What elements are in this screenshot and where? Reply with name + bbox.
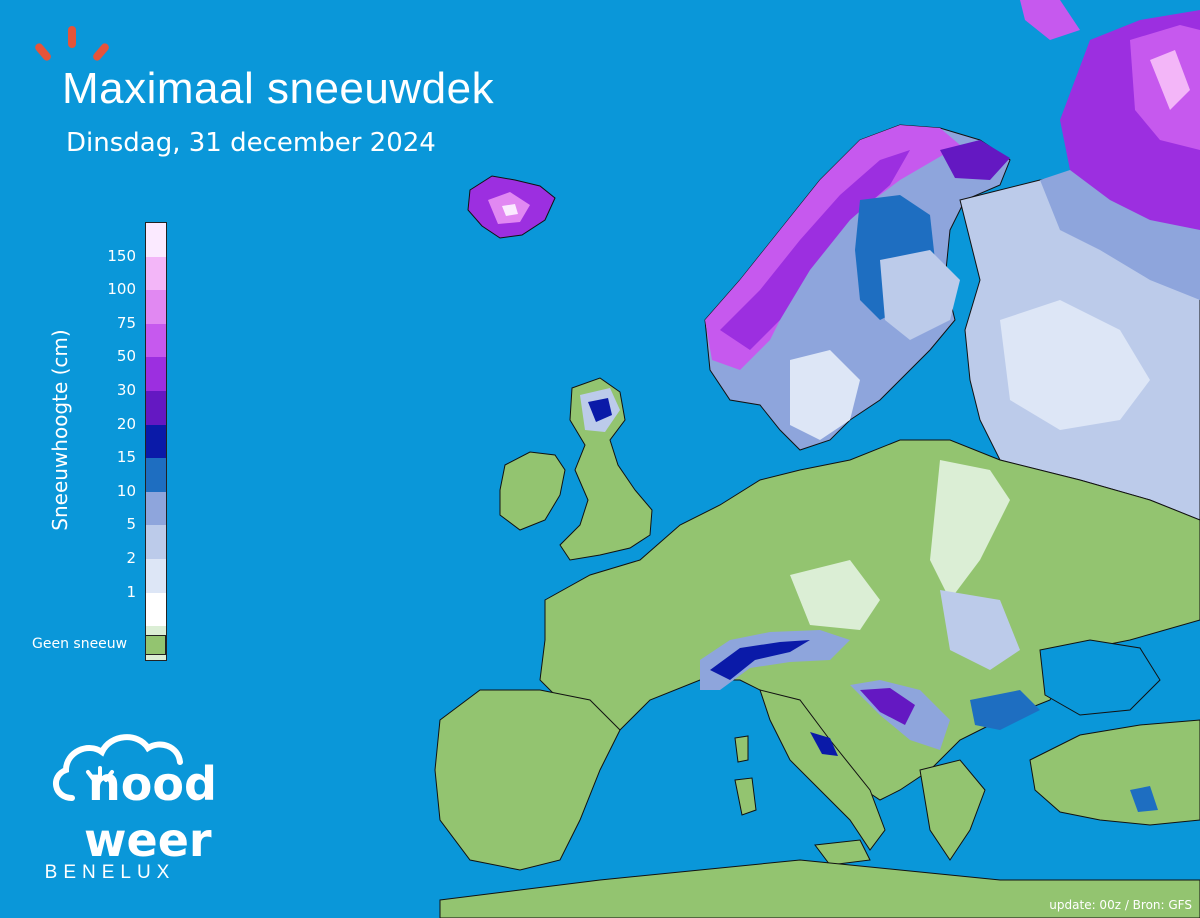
cloud-sun-icon: nood weer <box>53 734 217 867</box>
page-title: Maximaal sneeuwdek <box>62 64 495 113</box>
legend-tick-label: 10 <box>116 481 136 500</box>
legend-swatch <box>146 424 166 459</box>
legend-swatch <box>146 223 166 257</box>
legend-tick-label: 50 <box>116 347 136 366</box>
legend-swatch <box>146 491 166 526</box>
legend-swatch <box>146 592 166 627</box>
legend-tick-label: 100 <box>107 280 136 299</box>
legend-tick-label: 15 <box>116 448 136 467</box>
legend-swatch <box>146 256 166 291</box>
data-credit: update: 00z / Bron: GFS <box>1049 898 1192 912</box>
legend-swatch <box>146 357 166 391</box>
alps <box>700 630 850 690</box>
legend-swatch <box>146 390 166 425</box>
logo-tagline: BENELUX <box>44 862 176 883</box>
north-africa <box>439 859 1200 918</box>
black-sea <box>1039 639 1161 716</box>
no-snow-label: Geen sneeuw <box>32 636 128 652</box>
legend-swatch <box>146 458 166 492</box>
no-snow-swatch <box>145 635 166 655</box>
great-britain <box>559 377 653 561</box>
legend-swatch <box>146 525 166 559</box>
legend-tick-label: 75 <box>116 313 136 332</box>
legend-swatch <box>146 558 166 593</box>
legend-tick-label: 30 <box>116 381 136 399</box>
legend-swatch <box>146 290 166 324</box>
corsica <box>734 735 749 763</box>
legend-tick-label: 2 <box>126 549 136 567</box>
logo-line2: weer <box>84 813 212 867</box>
sardinia <box>734 777 757 816</box>
legend-tick-label: 20 <box>116 414 136 433</box>
color-scale-legend <box>145 222 167 661</box>
legend-swatch <box>146 323 166 358</box>
legend-axis-label: Sneeuwhoogte (cm) <box>48 329 72 531</box>
legend-tick-label: 1 <box>126 582 136 601</box>
sun-icon <box>35 26 109 61</box>
legend-tick-label: 150 <box>107 246 136 265</box>
sicily <box>814 839 871 866</box>
iberia <box>434 689 621 871</box>
logo-line1: nood <box>88 757 217 811</box>
turkey <box>1029 719 1200 826</box>
ireland <box>499 451 566 531</box>
greece <box>919 759 986 861</box>
page-subtitle: Dinsdag, 31 december 2024 <box>66 128 436 158</box>
italy <box>759 689 886 851</box>
legend-tick-label: 5 <box>126 515 136 534</box>
